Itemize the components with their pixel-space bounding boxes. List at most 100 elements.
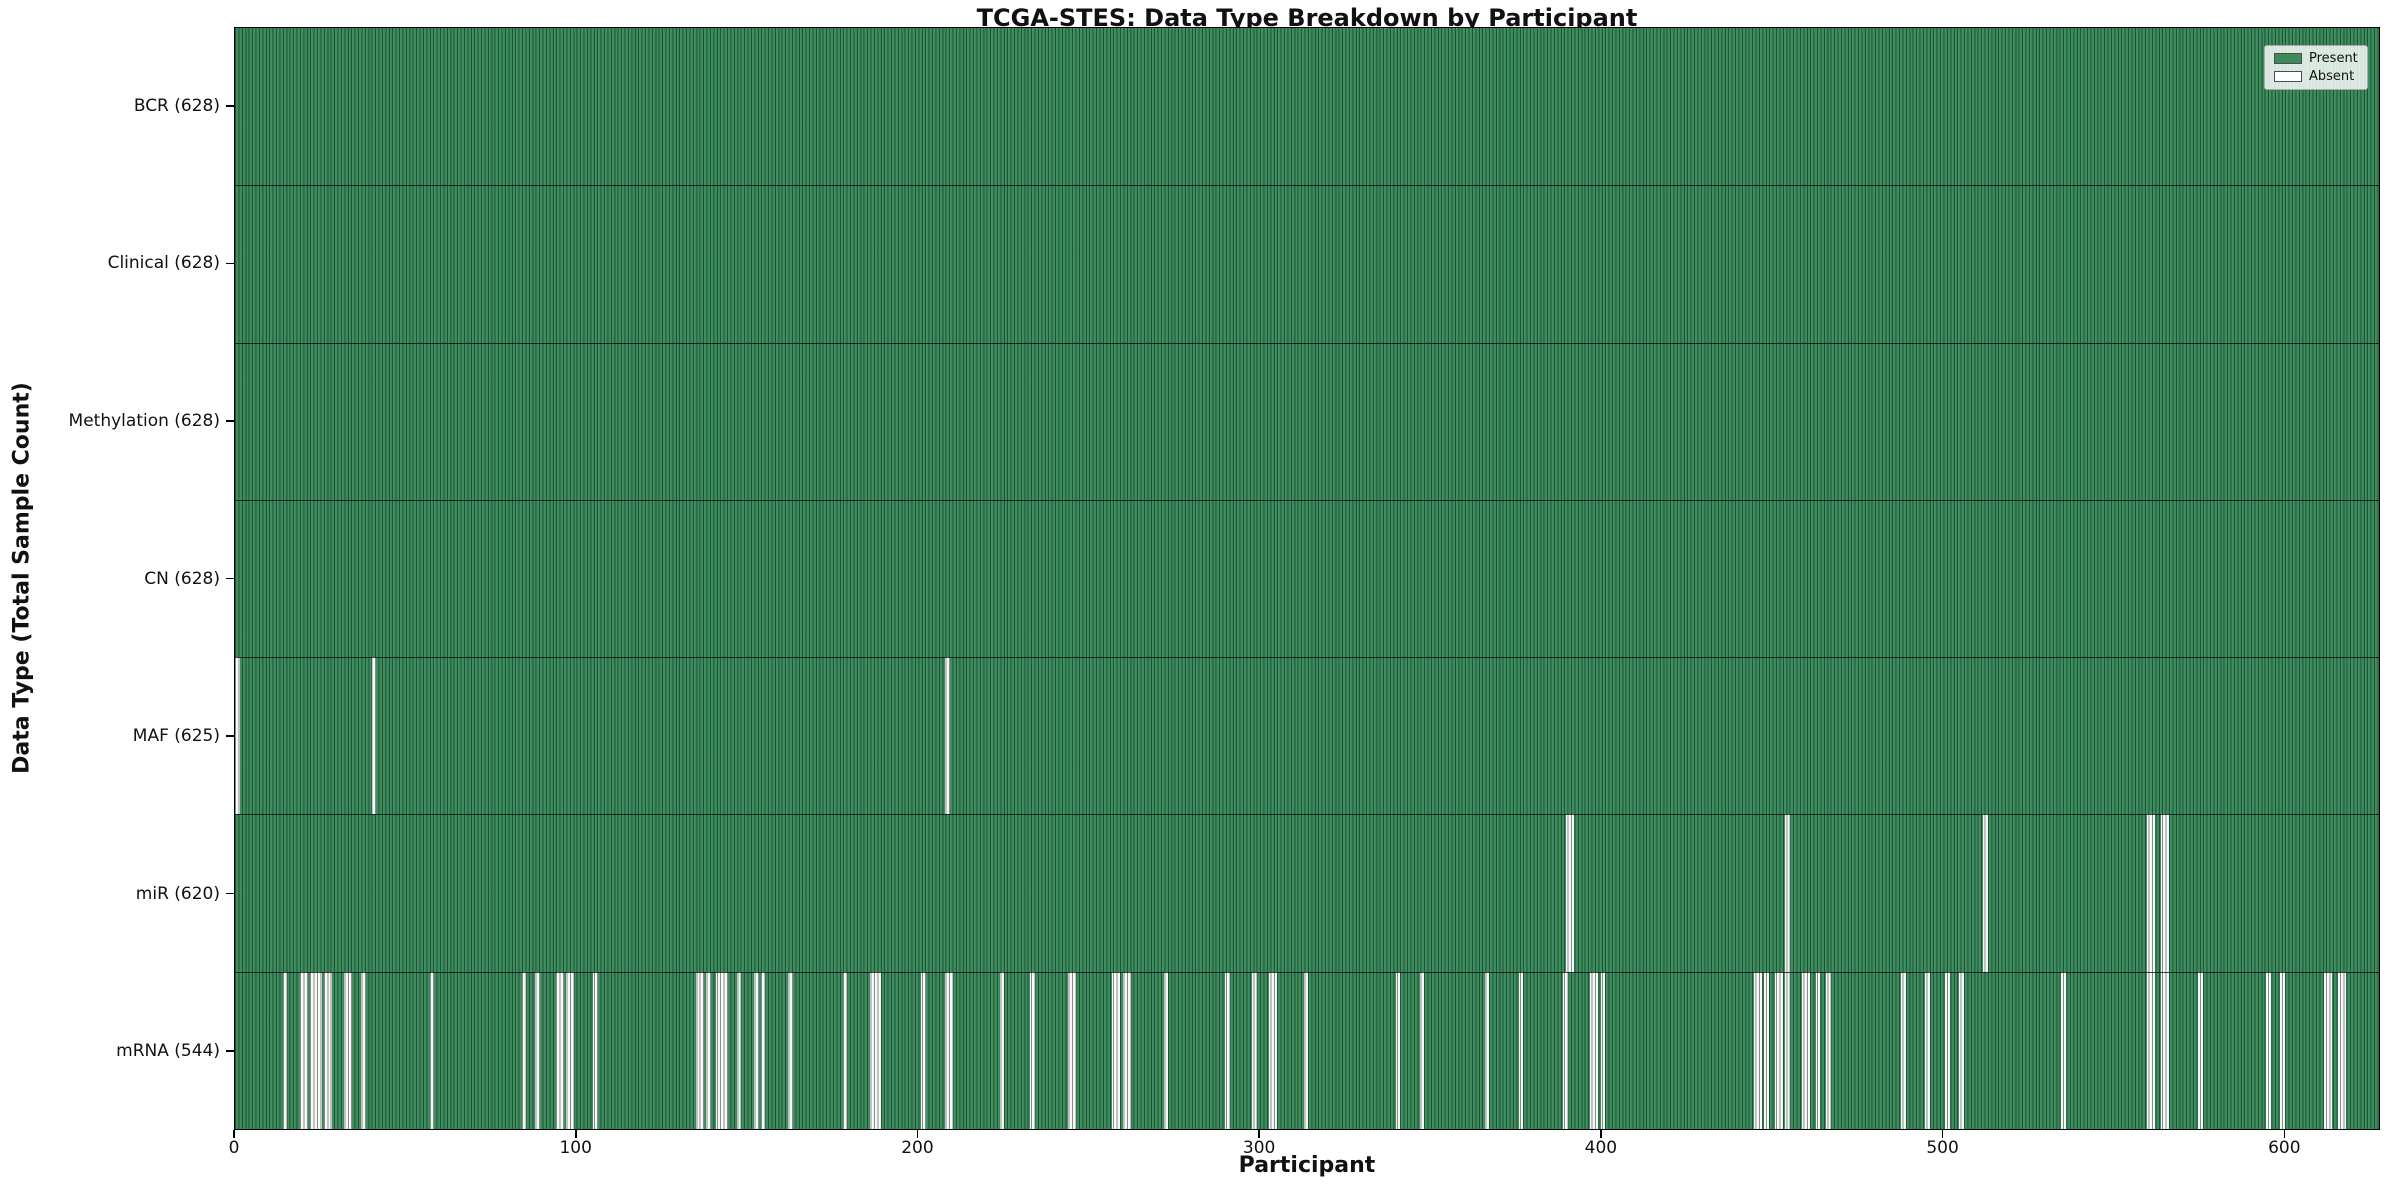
absent-bar-mRNA-257 bbox=[1112, 971, 1117, 1129]
absent-bar-miR-561 bbox=[2150, 814, 2155, 972]
legend-entry-present: Present bbox=[2274, 52, 2358, 65]
absent-bar-mRNA-454 bbox=[1784, 971, 1790, 1129]
absent-bar-mRNA-460 bbox=[1805, 971, 1811, 1129]
y-tick-MAF bbox=[226, 735, 234, 737]
absent-bar-mRNA-105 bbox=[593, 971, 599, 1129]
absent-bar-mRNA-224 bbox=[999, 971, 1005, 1129]
x-axis-label: Participant bbox=[1238, 1153, 1376, 1178]
absent-bar-mRNA-448 bbox=[1764, 971, 1770, 1129]
absent-bar-MAF-208 bbox=[945, 657, 950, 815]
absent-bar-mRNA-366 bbox=[1484, 971, 1490, 1129]
y-tick-miR bbox=[226, 892, 234, 895]
absent-bar-mRNA-616 bbox=[2338, 971, 2343, 1129]
absent-bar-mRNA-147 bbox=[736, 971, 742, 1129]
row-separator bbox=[235, 657, 2379, 659]
absent-bar-miR-454 bbox=[1784, 814, 1790, 972]
absent-bar-mRNA-261 bbox=[1126, 971, 1131, 1129]
row-separator bbox=[235, 499, 2379, 501]
absent-bar-mRNA-95 bbox=[559, 971, 564, 1129]
absent-bar-mRNA-22 bbox=[310, 971, 315, 1129]
absent-bar-mRNA-445 bbox=[1754, 971, 1759, 1129]
absent-bar-mRNA-599 bbox=[2279, 971, 2285, 1129]
absent-bar-mRNA-209 bbox=[948, 971, 954, 1129]
legend-absent-label: Absent bbox=[2309, 69, 2355, 84]
absent-bar-mRNA-397 bbox=[1590, 971, 1595, 1129]
absent-bar-mRNA-290 bbox=[1225, 971, 1230, 1129]
absent-bar-mRNA-32 bbox=[344, 971, 349, 1129]
row-MAF bbox=[235, 657, 2379, 815]
x-tick-400 bbox=[1600, 1130, 1602, 1138]
absent-bar-mRNA-272 bbox=[1163, 971, 1169, 1129]
absent-bar-mRNA-178 bbox=[842, 971, 848, 1129]
absent-bar-mRNA-24 bbox=[316, 971, 322, 1129]
absent-bar-mRNA-97 bbox=[566, 971, 571, 1129]
absent-bar-mRNA-304 bbox=[1272, 971, 1278, 1129]
absent-bar-mRNA-88 bbox=[535, 971, 541, 1129]
legend-present-label: Present bbox=[2309, 51, 2358, 66]
absent-bar-mRNA-463 bbox=[1815, 971, 1821, 1129]
x-tick-0 bbox=[233, 1130, 235, 1138]
absent-bar-mRNA-561 bbox=[2150, 971, 2155, 1129]
absent-bar-mRNA-138 bbox=[706, 971, 711, 1129]
absent-bar-mRNA-187 bbox=[873, 971, 879, 1129]
x-tick-label-300: 300 bbox=[1242, 1138, 1276, 1158]
absent-bar-mRNA-152 bbox=[753, 971, 759, 1129]
row-Methylation bbox=[235, 342, 2379, 500]
y-tick-label-BCR: BCR (628) bbox=[133, 95, 220, 116]
row-Clinical bbox=[235, 185, 2379, 343]
y-tick-Methylation bbox=[226, 420, 234, 422]
absent-bar-mRNA-84 bbox=[521, 971, 527, 1129]
y-tick-label-MAF: MAF (625) bbox=[132, 726, 220, 747]
y-tick-label-Methylation: Methylation (628) bbox=[68, 410, 220, 431]
absent-bar-mRNA-162 bbox=[788, 971, 793, 1129]
absent-bar-mRNA-141 bbox=[716, 971, 721, 1129]
absent-bar-mRNA-347 bbox=[1419, 971, 1425, 1129]
x-tick-label-500: 500 bbox=[1926, 1138, 1959, 1158]
plot-area bbox=[234, 27, 2380, 1130]
absent-bar-mRNA-495 bbox=[1924, 971, 1930, 1129]
present-swatch bbox=[2274, 53, 2302, 64]
absent-bar-mRNA-233 bbox=[1030, 971, 1036, 1129]
absent-bar-mRNA-398 bbox=[1593, 971, 1599, 1129]
absent-bar-mRNA-617 bbox=[2341, 971, 2347, 1129]
legend-entry-absent: Absent bbox=[2274, 70, 2358, 83]
absent-bar-mRNA-94 bbox=[555, 971, 561, 1129]
absent-bar-mRNA-376 bbox=[1518, 971, 1524, 1129]
absent-bar-mRNA-260 bbox=[1122, 971, 1128, 1129]
x-tick-label-600: 600 bbox=[2268, 1138, 2301, 1158]
absent-bar-mRNA-136 bbox=[699, 971, 704, 1129]
absent-bar-mRNA-57 bbox=[429, 971, 435, 1129]
absent-bar-mRNA-143 bbox=[723, 971, 728, 1129]
absent-bar-mRNA-560 bbox=[2146, 971, 2152, 1129]
absent-bar-mRNA-501 bbox=[1945, 971, 1951, 1129]
absent-bar-mRNA-612 bbox=[2324, 971, 2329, 1129]
absent-bar-mRNA-14 bbox=[282, 971, 288, 1129]
absent-bar-mRNA-135 bbox=[695, 971, 701, 1129]
absent-bar-mRNA-188 bbox=[876, 971, 882, 1129]
absent-bar-mRNA-19 bbox=[299, 971, 305, 1129]
absent-bar-mRNA-26 bbox=[323, 971, 329, 1129]
x-tick-600 bbox=[2283, 1130, 2286, 1138]
absent-bar-mRNA-186 bbox=[870, 971, 875, 1129]
absent-bar-mRNA-613 bbox=[2327, 971, 2333, 1129]
absent-bar-mRNA-201 bbox=[921, 971, 926, 1129]
absent-bar-mRNA-23 bbox=[313, 971, 319, 1129]
row-CN bbox=[235, 499, 2379, 658]
absent-bar-mRNA-142 bbox=[719, 971, 725, 1129]
row-separator bbox=[235, 971, 2379, 973]
absent-bar-mRNA-27 bbox=[327, 971, 332, 1129]
row-separator bbox=[235, 814, 2379, 816]
absent-bar-mRNA-459 bbox=[1802, 971, 1807, 1129]
absent-swatch bbox=[2274, 71, 2302, 82]
absent-bar-mRNA-98 bbox=[569, 971, 575, 1129]
absent-bar-mRNA-505 bbox=[1959, 971, 1964, 1129]
row-separator bbox=[235, 342, 2379, 344]
absent-bar-mRNA-244 bbox=[1068, 971, 1073, 1129]
absent-bar-MAF-0 bbox=[235, 657, 240, 815]
absent-bar-miR-560 bbox=[2146, 814, 2152, 972]
absent-bar-mRNA-575 bbox=[2198, 971, 2203, 1129]
absent-bar-mRNA-313 bbox=[1303, 971, 1309, 1129]
row-mRNA bbox=[235, 971, 2379, 1129]
y-tick-label-Clinical: Clinical (628) bbox=[107, 253, 220, 274]
